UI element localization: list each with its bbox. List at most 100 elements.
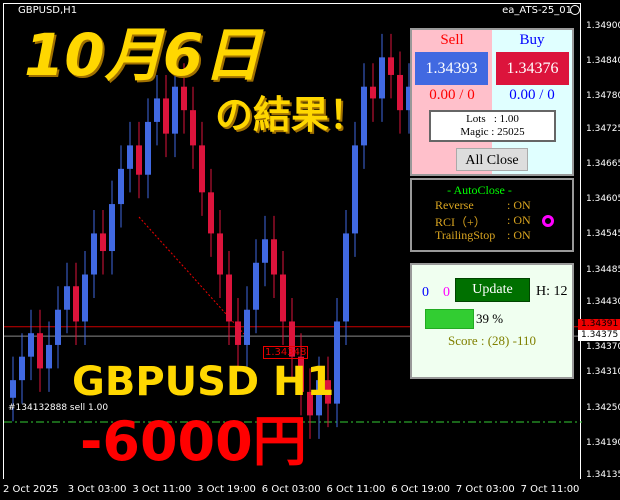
candle-body <box>388 57 394 75</box>
trade-panel: Sell Buy 1.34393 1.34376 0.00 / 0 0.00 /… <box>410 28 574 176</box>
ask-price-tag: 1.34375 <box>578 330 620 341</box>
magic-value: Magic : 25025 <box>460 126 525 138</box>
candle-body <box>289 321 295 357</box>
candle-body <box>10 380 16 398</box>
time-tick: 3 Oct 03:00 <box>67 484 127 495</box>
buy-button[interactable]: 1.34376 <box>496 52 569 85</box>
candle-body <box>82 274 88 322</box>
date-title: 10月6日 <box>24 21 262 89</box>
price-tick: 1.34370 <box>586 342 620 352</box>
candle-body <box>154 98 160 122</box>
sell-button[interactable]: 1.34393 <box>415 52 488 85</box>
candle-body <box>37 333 43 369</box>
candlestick-plot <box>4 33 582 439</box>
sad-face-icon <box>570 5 580 15</box>
price-tick: 1.34485 <box>586 264 620 275</box>
autoclose-value: : ON <box>507 213 531 227</box>
autoclose-title: - AutoClose - <box>447 183 512 197</box>
price-tick: 1.34250 <box>586 402 620 413</box>
result-amount: -6000円 <box>80 410 307 473</box>
candle-body <box>361 86 367 146</box>
candle-body <box>64 286 70 310</box>
price-tick: 1.34780 <box>586 91 620 102</box>
lots-magic-box: Lots : 1.00 Magic : 25025 <box>429 110 556 142</box>
candle-body <box>127 145 133 169</box>
candle-body <box>316 380 322 416</box>
candle-body <box>181 86 187 111</box>
ea-name: ea_ATS-25_01 <box>502 5 572 16</box>
autoclose-label: Reverse <box>435 198 474 212</box>
autoclose-label: TrailingStop <box>435 228 496 242</box>
candle-body <box>46 344 52 369</box>
score-panel: 0 0 Update H: 12 39 % Score : (28) -110 <box>410 263 574 379</box>
time-tick: 7 Oct 03:00 <box>455 484 515 495</box>
all-close-button[interactable]: All Close <box>456 148 528 171</box>
price-tick: 1.34840 <box>586 56 620 67</box>
candle-body <box>271 239 277 275</box>
time-tick: 6 Oct 11:00 <box>326 484 386 495</box>
close-price-label: 1.34348 <box>263 346 309 359</box>
price-tick: 1.34725 <box>586 123 620 134</box>
progress-bar <box>425 309 555 329</box>
sell-pl: 0.00 / 0 <box>429 87 475 103</box>
candle-body <box>352 145 358 234</box>
autoclose-label: RCI（+） <box>435 215 486 229</box>
candle-body <box>73 286 79 322</box>
update-button[interactable]: Update <box>455 278 530 302</box>
price-tick: 1.34900 <box>586 21 620 31</box>
h-value: H: 12 <box>536 284 568 299</box>
candle-body <box>262 239 268 263</box>
candle-body <box>307 391 313 416</box>
candle-body <box>28 333 34 357</box>
candle-body <box>397 74 403 111</box>
order-label: #134132888 sell 1.00 <box>8 403 109 413</box>
candle-body <box>253 262 259 310</box>
price-tick: 1.34135 <box>586 470 620 480</box>
candle-body <box>298 356 304 392</box>
price-tick: 1.34665 <box>586 158 620 169</box>
chart-symbol: GBPUSD,H1 <box>18 5 78 16</box>
candle-body <box>172 86 178 134</box>
candle-body <box>118 168 124 205</box>
candle-body <box>208 192 214 234</box>
time-tick: 3 Oct 11:00 <box>132 484 192 495</box>
buy-pl: 0.00 / 0 <box>509 87 555 103</box>
sell-label: Sell <box>440 32 464 48</box>
candle-body <box>244 309 250 345</box>
time-tick: 6 Oct 03:00 <box>261 484 321 495</box>
time-tick: 3 Oct 19:00 <box>197 484 256 495</box>
candle-body <box>100 233 106 252</box>
candle-body <box>190 110 196 146</box>
pair-title: GBPUSD H1 <box>72 359 335 405</box>
candle-body <box>343 233 349 322</box>
candle-body <box>235 321 241 345</box>
progress-fill <box>425 309 475 329</box>
candle-body <box>406 86 412 111</box>
candle-body <box>370 86 376 99</box>
time-tick: 7 Oct 11:00 <box>520 484 580 495</box>
candle-body <box>145 121 151 175</box>
progress-label: 39 % <box>476 311 504 326</box>
time-tick: 2 Oct 2025 <box>3 484 59 495</box>
count-b: 0 <box>443 285 450 300</box>
candle-body <box>217 233 223 275</box>
time-tick: 6 Oct 19:00 <box>391 484 451 495</box>
candle-body <box>334 321 340 404</box>
candle-body <box>19 356 25 381</box>
candle-body <box>379 57 385 99</box>
buy-label: Buy <box>519 32 545 48</box>
price-tick: 1.34605 <box>586 194 620 205</box>
price-tick: 1.34430 <box>586 296 620 307</box>
candle-body <box>109 204 115 252</box>
candle-body <box>55 309 61 345</box>
price-tick: 1.34310 <box>586 367 620 378</box>
candle-body <box>280 274 286 322</box>
candle-body <box>91 233 97 275</box>
candle-body <box>136 145 142 175</box>
autoclose-value: : ON <box>507 228 531 242</box>
price-tick: 1.34190 <box>586 437 620 448</box>
chart-area[interactable] <box>3 3 582 479</box>
count-a: 0 <box>422 285 429 300</box>
candle-body <box>199 145 205 193</box>
bid-price-tag: 1.34391 <box>578 319 620 330</box>
